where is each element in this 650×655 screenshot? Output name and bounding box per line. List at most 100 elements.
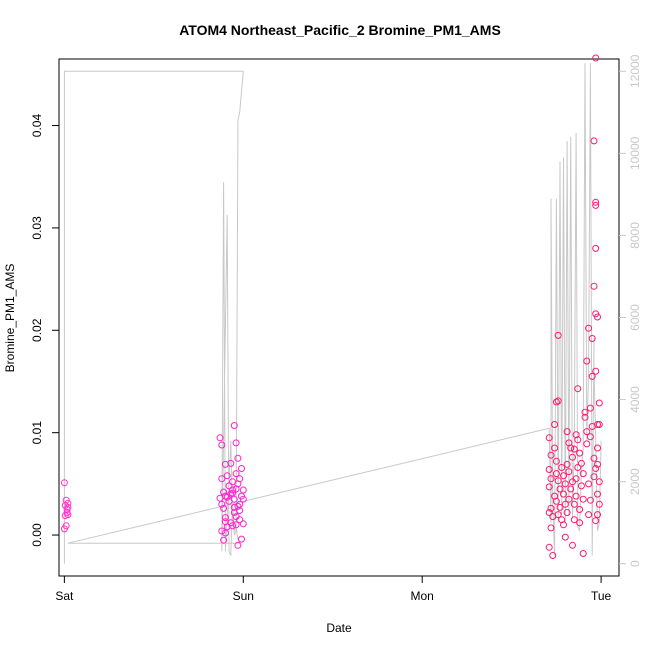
data-point xyxy=(576,519,584,527)
data-point xyxy=(234,454,242,462)
y2-tick-label: 2000 xyxy=(628,468,642,495)
data-point xyxy=(586,433,594,441)
data-point xyxy=(581,408,589,416)
y2-tick-label: 6000 xyxy=(628,304,642,331)
chart-title: ATOM4 Northeast_Pacific_2 Bromine_PM1_AM… xyxy=(179,22,501,38)
data-point xyxy=(218,527,226,535)
data-point xyxy=(239,520,247,528)
data-point xyxy=(232,470,240,478)
data-point xyxy=(583,440,591,448)
data-point xyxy=(563,460,571,468)
data-point xyxy=(227,459,235,467)
data-point xyxy=(590,473,598,481)
data-point xyxy=(595,500,603,508)
data-point xyxy=(569,453,576,461)
data-point xyxy=(561,533,569,541)
y-tick-label: 0.04 xyxy=(30,114,44,138)
data-point xyxy=(586,496,594,504)
data-point xyxy=(592,244,600,252)
data-point xyxy=(594,460,601,468)
y-tick-label: 0.02 xyxy=(30,318,44,342)
data-point xyxy=(238,535,245,543)
data-point xyxy=(547,451,555,459)
data-point xyxy=(218,500,226,508)
data-point xyxy=(221,529,229,537)
data-point xyxy=(229,522,236,530)
data-point xyxy=(594,444,601,452)
data-point xyxy=(594,313,601,321)
data-point xyxy=(216,494,224,502)
y2-tick-label: 0 xyxy=(628,560,642,567)
data-point xyxy=(565,468,573,476)
data-point xyxy=(592,517,600,525)
y-tick-label: 0.00 xyxy=(30,523,44,547)
data-point xyxy=(552,470,560,478)
data-point xyxy=(220,536,228,544)
data-point xyxy=(560,472,567,480)
data-point xyxy=(570,516,578,524)
data-point xyxy=(552,497,560,505)
data-point xyxy=(588,372,596,380)
data-point xyxy=(592,465,600,472)
data-point xyxy=(590,137,598,145)
y-tick-label: 0.01 xyxy=(30,421,44,445)
data-point xyxy=(547,504,555,512)
data-point xyxy=(576,449,584,457)
data-points-layer xyxy=(60,54,603,559)
data-point xyxy=(594,490,601,498)
data-point xyxy=(556,485,564,493)
data-point xyxy=(218,441,226,449)
data-point xyxy=(586,404,594,412)
data-point xyxy=(590,454,598,462)
data-point xyxy=(234,541,242,549)
data-point xyxy=(590,282,598,290)
data-point xyxy=(592,54,600,62)
data-point xyxy=(545,509,553,516)
x-tick-label: Sun xyxy=(233,589,254,603)
data-point xyxy=(220,488,228,496)
data-point xyxy=(583,357,591,365)
data-point xyxy=(63,506,71,513)
data-point xyxy=(60,525,68,533)
data-point xyxy=(570,445,578,453)
data-point xyxy=(574,464,582,471)
x-tick-label: Mon xyxy=(411,589,434,603)
data-point xyxy=(238,465,245,472)
data-point xyxy=(551,421,559,428)
data-point xyxy=(239,486,247,494)
y-axis-label: Bromine_PM1_AMS xyxy=(3,264,17,373)
data-point xyxy=(218,475,226,483)
data-point xyxy=(558,464,566,471)
data-point xyxy=(61,501,69,509)
data-point xyxy=(223,493,231,501)
data-point xyxy=(554,477,562,485)
data-point xyxy=(547,475,555,483)
data-point xyxy=(551,444,559,452)
data-point xyxy=(547,524,555,532)
y2-tick-label: 4000 xyxy=(628,386,642,413)
data-point xyxy=(545,483,553,491)
data-point xyxy=(577,459,585,467)
data-point xyxy=(556,503,564,511)
data-point xyxy=(554,331,562,339)
data-point xyxy=(221,514,229,522)
data-point xyxy=(554,397,562,405)
data-point xyxy=(545,466,553,473)
data-point xyxy=(554,511,562,519)
data-point xyxy=(549,552,557,559)
data-point xyxy=(561,480,569,488)
data-point xyxy=(561,500,569,508)
x-axis-label: Date xyxy=(326,621,352,635)
data-point xyxy=(239,495,247,503)
data-point xyxy=(569,541,576,549)
data-point xyxy=(230,422,238,429)
data-point xyxy=(60,479,68,487)
data-point xyxy=(585,324,593,332)
data-point xyxy=(570,500,578,508)
data-point xyxy=(64,511,72,519)
data-point xyxy=(223,523,231,531)
y2-tick-label: 10000 xyxy=(628,136,642,170)
data-point xyxy=(220,504,228,512)
